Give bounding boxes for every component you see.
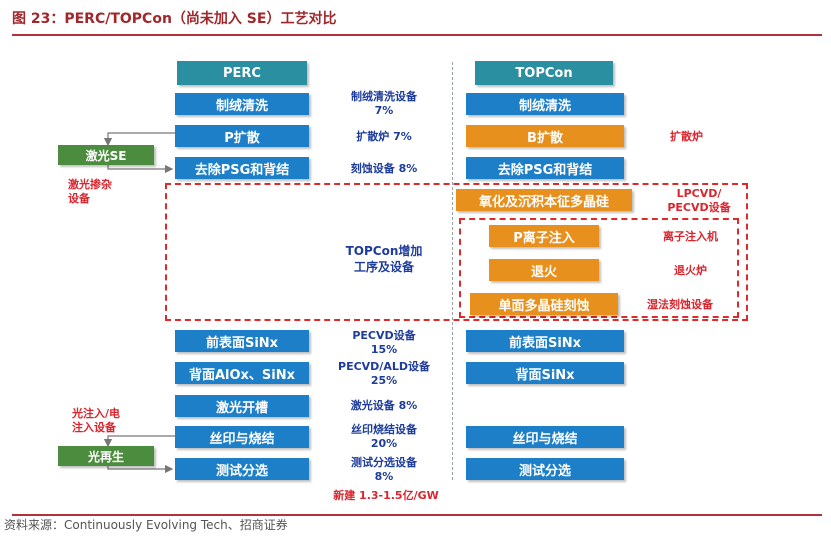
laser-doping-label: 激光掺杂 设备 [68,178,112,205]
topcon-inner-region [459,218,739,318]
perc-step-laser-grooving: 激光开槽 [175,395,309,417]
perc-step-front-sinx: 前表面SiNx [175,330,309,352]
topcon-step-ion-implant: P离子注入 [489,225,599,247]
topcon-added-label: TOPCon增加 工序及设备 [345,244,423,274]
perc-step-test-sort: 测试分选 [175,458,309,480]
equipment-texturing: 制绒清洗设备 7% [351,90,417,117]
topcon-equipment-lpcvd: LPCVD/PECVD设备 [667,187,731,214]
topcon-step-psg-removal: 去除PSG和背结 [466,157,624,179]
topcon-step-texturing: 制绒清洗 [466,93,624,115]
light-inject-label: 光注入/电 注入设备 [72,407,121,434]
se-branch-top [103,132,175,147]
equipment-test-sort: 测试分选设备 8% [351,456,417,483]
equipment-etching: 刻蚀设备 8% [350,162,418,175]
perc-header: PERC [177,61,307,85]
new-build-cost: 新建 1.3-1.5亿/GW [333,489,439,502]
topcon-step-front-sinx: 前表面SiNx [466,330,624,352]
figure-title: 图 23：PERC/TOPCon（尚未加入 SE）工艺对比 [12,11,337,27]
equipment-laser: 激光设备 8% [350,399,418,412]
column-divider [452,62,453,480]
equipment-pecvd-ald: PECVD/ALD设备 25% [338,360,430,387]
topcon-added-region [165,183,748,321]
equipment-diffusion: 扩散炉 7% [356,130,412,143]
perc-step-rear-alox-sinx: 背面AlOx、SiNx [175,362,309,384]
topcon-header: TOPCon [475,61,613,85]
light-regen-box: 光再生 [58,446,154,466]
topcon-step-rear-sinx: 背面SiNx [466,362,624,384]
laser-se-box: 激光SE [58,145,154,165]
se-branch-bottom [107,163,174,174]
equipment-pecvd: PECVD设备 15% [352,329,416,356]
source-note: 资料来源：Continuously Evolving Tech、招商证券 [4,518,288,532]
topcon-step-poly-etch: 单面多晶硅刻蚀 [470,293,618,315]
footer-divider [12,514,822,516]
topcon-equipment-ion-implanter: 离子注入机 [663,230,718,243]
topcon-step-anneal: 退火 [489,259,599,281]
topcon-step-poly-deposition: 氧化及沉积本征多晶硅 [456,189,632,211]
equipment-screen-print: 丝印烧结设备 20% [351,423,417,450]
perc-step-p-diffusion: P扩散 [175,125,309,147]
topcon-step-test-sort: 测试分选 [466,458,624,480]
regen-branch-top [103,435,175,448]
perc-step-screen-print: 丝印与烧结 [175,426,309,448]
topcon-equipment-diffusion-furnace: 扩散炉 [670,130,703,143]
topcon-equipment-wet-etch: 湿法刻蚀设备 [647,298,713,311]
perc-step-texturing: 制绒清洗 [175,93,309,115]
topcon-step-b-diffusion: B扩散 [466,125,624,147]
topcon-equipment-anneal-furnace: 退火炉 [674,264,707,277]
perc-step-psg-removal: 去除PSG和背结 [175,157,309,179]
topcon-step-screen-print: 丝印与烧结 [466,426,624,448]
title-divider [12,34,822,36]
